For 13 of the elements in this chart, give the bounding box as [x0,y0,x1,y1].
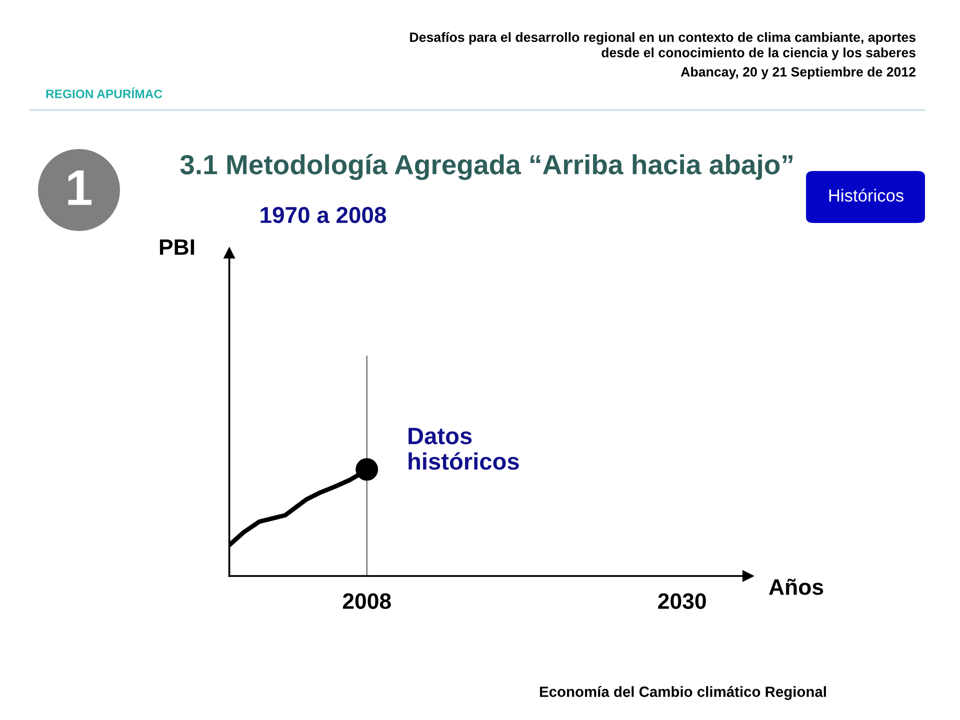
text: Desafíos para el desarrollo regional en un contexto de clima cambiante, aportes desde el conocimiento de la ciencia y los saberes [410,32,916,60]
text: Economía del Cambio climático Regional [540,686,826,700]
text: Históricos [829,188,904,202]
chart-title: 3.1 Metodología Agregada “Arriba hacia abajo” [180,154,792,180]
text: Abancay, 20 y 21 Septiembre de 2012 [680,66,916,80]
annotation: Datos históricos [408,428,519,470]
text: REGION APURÍMAC [46,87,162,98]
x-tick-label: 2008 [342,593,391,609]
text: PBI [160,239,194,255]
x-axis-title: Años [769,578,824,595]
x-tick-label: 2030 [658,593,706,610]
text: 1 [68,170,92,205]
chart-subtitle: 1970 a 2008 [260,206,386,224]
